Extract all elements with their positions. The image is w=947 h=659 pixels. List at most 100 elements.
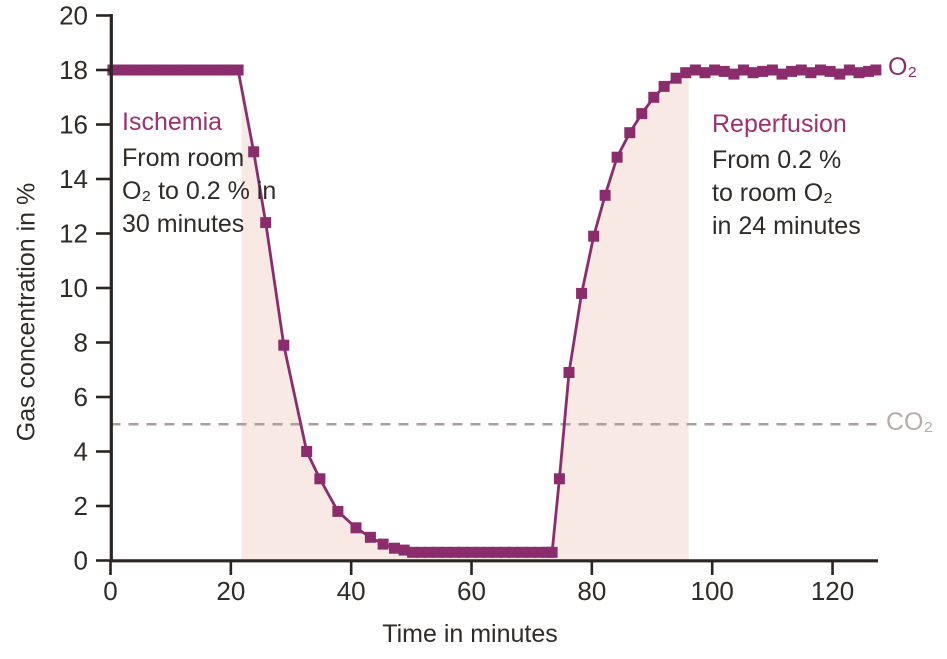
o2-marker [398,544,410,556]
o2-marker [843,64,855,76]
o2-marker [824,65,836,77]
o2-marker [301,446,313,457]
o2-marker [658,80,670,92]
o2-marker [599,189,611,201]
o2-marker [525,546,536,558]
o2-marker [364,531,376,543]
o2-marker [194,64,206,76]
y-tick-label: 12 [59,219,88,249]
o2-marker [155,64,167,76]
o2-marker [576,287,588,299]
o2-marker [795,64,807,76]
y-tick-label: 20 [59,1,88,31]
o2-marker [766,64,778,76]
shaded-region [241,71,689,561]
y-tick-label: 0 [74,546,88,576]
o2-marker [432,546,444,558]
o2-marker [546,546,558,558]
o2-marker [482,546,494,558]
o2-marker [863,65,875,77]
o2-marker [165,64,177,76]
reperfusion-title: Reperfusion [712,110,847,138]
o2-marker [174,64,186,76]
o2-marker [670,72,682,84]
o2-marker [117,64,128,76]
o2-marker [563,367,575,378]
o2-marker [728,68,740,80]
o2-marker [466,546,477,558]
y-tick-label: 4 [74,437,88,467]
y-tick-label: 6 [74,382,88,412]
o2-series-label: O₂ [888,53,918,81]
o2-marker [870,64,882,76]
o2-marker [553,473,565,485]
x-tick-label: 20 [216,576,245,606]
o2-marker [222,64,234,76]
reperfusion-line: in 24 minutes [712,212,861,240]
o2-marker [499,546,511,558]
o2-marker [699,67,711,79]
o2-marker [350,522,362,534]
x-tick-label: 0 [103,576,117,606]
o2-marker [636,108,648,120]
o2-marker [853,67,865,79]
ischemia-line: 30 minutes [122,210,245,238]
o2-marker [440,546,452,558]
o2-marker [407,546,419,558]
o2-marker [203,64,215,76]
o2-marker [588,230,600,242]
x-tick-label: 100 [691,576,734,606]
o2-marker [260,217,272,229]
o2-marker [738,64,749,76]
o2-marker [611,151,623,163]
o2-marker [377,538,389,550]
y-tick-label: 14 [59,164,88,194]
co2-series-label: CO₂ [886,408,934,436]
ischemia-line: O₂ to 0.2 % in [122,177,277,205]
y-tick-label: 18 [59,55,88,85]
o2-marker [786,65,798,77]
o2-marker [680,67,692,79]
o2-marker [314,473,326,485]
reperfusion-annotation: Reperfusion From 0.2 % to room O₂ in 24 … [712,108,861,243]
o2-marker [449,546,461,558]
o2-marker [747,67,759,79]
x-tick-label: 120 [811,576,854,606]
o2-marker [508,546,520,558]
o2-marker [648,91,660,103]
reperfusion-line: to room O₂ [712,179,833,207]
y-tick-label: 16 [59,110,88,140]
o2-marker [533,546,545,558]
o2-marker [184,64,196,76]
o2-marker [126,64,138,76]
o2-marker [332,505,344,517]
o2-marker [248,146,260,158]
o2-marker [145,64,157,76]
o2-marker [718,65,730,77]
o2-marker [389,542,400,554]
o2-marker [457,546,469,558]
o2-marker [776,68,788,80]
x-axis-title: Time in minutes [382,620,558,648]
o2-marker [474,546,486,558]
o2-marker [689,64,701,76]
o2-marker [415,546,427,558]
y-tick-label: 8 [74,328,88,358]
y-tick-label: 10 [59,273,88,303]
o2-marker [278,339,290,351]
ischemia-title: Ischemia [122,108,223,136]
y-axis-title: Gas concentration in % [12,182,41,442]
x-tick-label: 60 [457,576,486,606]
o2-marker [516,546,528,558]
o2-marker [423,546,435,558]
y-tick-label: 2 [74,491,88,521]
o2-marker [491,546,503,558]
o2-marker [834,68,846,80]
o2-marker [757,65,769,77]
o2-marker [232,64,244,76]
ischemia-line: From room [122,144,245,172]
ischemia-annotation: Ischemia From room O₂ to 0.2 % in 30 min… [122,106,276,241]
reperfusion-line: From 0.2 % [712,146,842,174]
